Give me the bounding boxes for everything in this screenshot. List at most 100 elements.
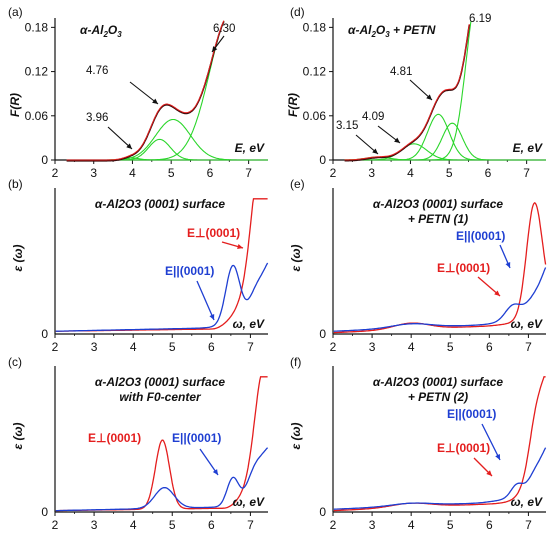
series-label: E⊥(0001) xyxy=(88,431,141,445)
y-axis-label: ε (ω) xyxy=(11,244,25,271)
x-axis-label: ω, eV xyxy=(511,317,543,331)
x-axis-label: ω, eV xyxy=(233,317,265,331)
x-tick-label: 4 xyxy=(129,166,136,180)
x-tick-label: 3 xyxy=(369,340,376,354)
x-tick-label: 5 xyxy=(169,518,176,532)
y-tick-label: 0.18 xyxy=(303,20,327,34)
panel-title-line-1: α-Al2O3 (0001) surface xyxy=(95,375,225,389)
x-axis-label: E, eV xyxy=(235,141,265,155)
peak-pointer-head xyxy=(426,94,432,100)
y-tick-label: 0 xyxy=(319,153,326,167)
title-part: α-Al xyxy=(348,23,372,37)
x-axis-label: ω, eV xyxy=(511,495,543,509)
x-tick-label: 6 xyxy=(207,166,214,180)
eps-curve-blue xyxy=(333,267,547,332)
y-axis-label: F(R) xyxy=(286,93,300,117)
panel-title: α-Al2O3 + PETN xyxy=(348,23,436,39)
series-pointer-line xyxy=(196,280,215,321)
title-subscript: 2 xyxy=(370,30,376,39)
title-subscript: 3 xyxy=(117,30,122,39)
series-pointer-head xyxy=(494,290,500,296)
x-tick-label: 7 xyxy=(523,166,530,180)
x-tick-label: 2 xyxy=(52,518,59,532)
peak-annotation: 4.76 xyxy=(86,65,108,77)
x-tick-label: 3 xyxy=(368,166,375,180)
peak-pointer-line xyxy=(129,81,159,105)
y-tick-label: 0 xyxy=(41,153,48,167)
y-tick-label: 0.12 xyxy=(303,65,327,79)
x-axis-label: ω, eV xyxy=(233,495,265,509)
y-axis-label: ε (ω) xyxy=(289,422,303,449)
y-tick-label: 0 xyxy=(41,505,48,519)
panel-title-line-2: + PETN (1) xyxy=(408,212,468,226)
panel-label: (c) xyxy=(8,355,22,369)
peak-annotation: 4.81 xyxy=(390,66,412,78)
peak-pointer-head xyxy=(212,46,218,52)
panel-label: (e) xyxy=(290,177,305,191)
title-part: α-Al xyxy=(80,23,104,37)
peak-pointer-head xyxy=(126,143,132,149)
curves-layer xyxy=(55,20,547,512)
title-subscript: 2 xyxy=(102,30,108,39)
panel-label: (a) xyxy=(8,5,23,19)
x-tick-label: 6 xyxy=(208,518,215,532)
title-text: α-Al2O3 (0001) surface xyxy=(95,197,225,211)
x-tick-label: 3 xyxy=(90,166,97,180)
x-tick-label: 2 xyxy=(330,340,337,354)
fitted-spectrum xyxy=(66,20,225,161)
x-tick-label: 5 xyxy=(169,340,176,354)
peak-pointer-head xyxy=(372,148,378,154)
x-tick-label: 5 xyxy=(446,166,453,180)
series-pointer-head xyxy=(505,262,511,268)
y-tick-label: 0.06 xyxy=(303,109,327,123)
series-label: E||(0001) xyxy=(172,431,221,445)
x-tick-label: 5 xyxy=(447,340,454,354)
eps-curve-red xyxy=(333,376,546,512)
title-text: α-Al2O3 (0001) surface xyxy=(373,375,503,389)
y-tick-label: 0 xyxy=(41,327,48,341)
x-tick-label: 2 xyxy=(330,166,337,180)
x-tick-label: 2 xyxy=(52,166,59,180)
x-tick-label: 4 xyxy=(408,518,415,532)
y-axis-label: ε (ω) xyxy=(289,244,303,271)
eps-curve-blue xyxy=(55,447,269,512)
title-text: α-Al2O3 (0001) surface xyxy=(95,375,225,389)
x-tick-label: 6 xyxy=(485,166,492,180)
y-tick-label: 0 xyxy=(319,327,326,341)
peak-pointer-line xyxy=(107,126,133,150)
series-pointer-head xyxy=(495,454,500,460)
text-layer: (a) (d)(b) (e)(c) (f)2 3 4 5 6 700.060.120.18 α-A… xyxy=(8,5,543,532)
x-tick-label: 4 xyxy=(408,340,415,354)
panel-title-line-2: with F0-center xyxy=(119,390,202,404)
series-label: E||(0001) xyxy=(447,407,496,421)
title-part: O xyxy=(108,23,118,37)
peak-annotation: 4.09 xyxy=(362,111,384,123)
y-axis-label: F(R) xyxy=(8,93,22,117)
y-tick-label: 0.18 xyxy=(25,20,49,34)
x-tick-label: 4 xyxy=(130,518,137,532)
panel-label: (b) xyxy=(8,177,23,191)
series-pointer-line xyxy=(481,423,501,461)
series-pointer-head xyxy=(209,314,215,320)
peak-annotation: 6.19 xyxy=(469,13,491,25)
panel-title: α-Al2O3 xyxy=(80,23,122,39)
peak-annotation: 3.96 xyxy=(86,112,108,124)
measured-spectrum xyxy=(344,24,471,162)
y-axis-label: ε (ω) xyxy=(11,422,25,449)
title-part: O xyxy=(376,23,386,37)
eps-curve-red xyxy=(333,201,547,334)
series-label: E⊥(0001) xyxy=(187,226,240,240)
series-label: E||(0001) xyxy=(165,264,214,278)
x-tick-label: 4 xyxy=(407,166,414,180)
panel-label: (d) xyxy=(290,5,305,19)
x-tick-label: 7 xyxy=(245,166,252,180)
x-tick-label: 7 xyxy=(247,518,254,532)
x-tick-label: 5 xyxy=(168,166,175,180)
panel-title-line-1: α-Al2O3 (0001) surface xyxy=(373,197,503,211)
title-part: + PETN xyxy=(390,23,436,37)
y-tick-label: 0.06 xyxy=(25,109,49,123)
x-tick-label: 5 xyxy=(447,518,454,532)
x-tick-label: 2 xyxy=(330,518,337,532)
panel-title-line-1: α-Al2O3 (0001) surface xyxy=(95,197,225,211)
